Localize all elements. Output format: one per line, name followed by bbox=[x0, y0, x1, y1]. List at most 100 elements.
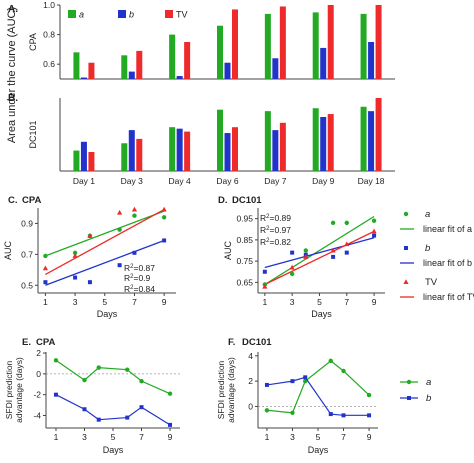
legend-swatch-b bbox=[118, 10, 126, 18]
x-tick-label: 1 bbox=[265, 432, 270, 442]
panel-label: E. bbox=[22, 337, 31, 348]
y-tick-label: 0.8 bbox=[43, 30, 55, 40]
panel-label: F. bbox=[228, 337, 235, 348]
r2-annotation-tv: R2=0.9 bbox=[124, 273, 151, 283]
bar-a-day18 bbox=[360, 13, 367, 80]
category-label: Day 3 bbox=[121, 176, 143, 186]
series-line-b bbox=[55, 394, 171, 426]
bar-a-day9 bbox=[312, 12, 319, 79]
legend-label-b: b bbox=[425, 243, 430, 254]
point-a bbox=[72, 250, 78, 256]
fit-line-b bbox=[45, 239, 165, 286]
point-a bbox=[53, 358, 59, 363]
point-b bbox=[125, 415, 130, 420]
r2-value: =0.84 bbox=[133, 284, 155, 294]
point-b bbox=[168, 422, 173, 427]
r2-letter: R bbox=[124, 263, 130, 273]
bar-b-day1 bbox=[80, 141, 87, 171]
y-axis-label-line2: advantage (days) bbox=[14, 357, 24, 423]
bar-TV-day6 bbox=[232, 9, 238, 79]
bar-b-day18 bbox=[368, 42, 375, 79]
bar-panel-A: A. CPA 0.6 0.8 1.0 bbox=[8, 0, 395, 80]
point-a bbox=[366, 392, 372, 398]
point-a bbox=[330, 220, 336, 226]
x-tick-label: 3 bbox=[290, 297, 295, 307]
point-b bbox=[264, 382, 269, 387]
x-tick-label: 9 bbox=[367, 432, 372, 442]
point-b bbox=[162, 238, 167, 243]
bar-a-day1 bbox=[73, 150, 80, 171]
r2-annotation-b: R2=0.82 bbox=[260, 237, 291, 247]
panel-label: B. bbox=[8, 93, 18, 104]
point-tv bbox=[42, 265, 49, 271]
point-b bbox=[87, 280, 92, 285]
point-a bbox=[167, 391, 173, 396]
legend-label-tv: TV bbox=[176, 10, 188, 20]
bar-a-day6 bbox=[217, 25, 223, 79]
series-line-b bbox=[266, 376, 370, 416]
point-b bbox=[303, 375, 308, 380]
fit-line-b bbox=[264, 237, 375, 269]
point-a bbox=[344, 220, 349, 226]
bar-TV-day1 bbox=[88, 152, 95, 171]
fit-line-tv bbox=[264, 230, 375, 286]
r2-sup: 2 bbox=[266, 238, 270, 244]
category-axis: Day 1 Day 3 Day 4 Day 6 Day 7 Day 9 Day 18 bbox=[73, 176, 385, 186]
point-b bbox=[328, 412, 333, 417]
legend-label-a: a bbox=[79, 10, 84, 20]
shared-ylabel: Area under the curve (AUC) bbox=[6, 7, 18, 143]
bar-a-day4 bbox=[169, 34, 176, 79]
panel-label: D. bbox=[218, 195, 228, 206]
legend-bottom: ab bbox=[400, 377, 431, 404]
point-b bbox=[82, 407, 87, 412]
point-tv bbox=[117, 209, 123, 215]
bar-TV-day4 bbox=[184, 42, 191, 79]
bar-b-day3 bbox=[128, 71, 135, 79]
point-a bbox=[82, 377, 87, 383]
legend-label-b: b bbox=[426, 393, 431, 404]
x-tick-label: 9 bbox=[372, 297, 377, 307]
category-label: Day 1 bbox=[73, 176, 95, 186]
r2-letter: R bbox=[124, 284, 130, 294]
category-label: Day 9 bbox=[312, 176, 334, 186]
bar-a-day9 bbox=[312, 108, 319, 171]
point-b bbox=[132, 250, 137, 255]
bar-a-day4 bbox=[169, 127, 176, 171]
legend-fit-label-tv: linear fit of TV bbox=[423, 292, 474, 302]
series-line-a bbox=[266, 360, 370, 414]
bar-panel-B: B. DC101 bbox=[8, 93, 395, 172]
point-b bbox=[341, 413, 346, 418]
x-tick-label: 7 bbox=[132, 297, 137, 307]
r2-sup: 2 bbox=[266, 226, 270, 232]
y-axis-label-line1: SFDI prediction bbox=[4, 360, 14, 419]
point-b bbox=[331, 254, 336, 259]
legend-label-tv: TV bbox=[425, 277, 438, 288]
point-a bbox=[328, 358, 333, 364]
point-b bbox=[290, 250, 295, 255]
category-label: Day 7 bbox=[264, 176, 286, 186]
y-tick-label: -4 bbox=[33, 411, 41, 421]
x-axis-label: Days bbox=[308, 445, 329, 455]
bar-TV-day7 bbox=[279, 122, 286, 171]
r2-value: =0.87 bbox=[133, 263, 155, 273]
y-tick-label: 2 bbox=[36, 348, 41, 358]
bar-TV-day18 bbox=[375, 98, 382, 171]
point-a bbox=[303, 378, 308, 384]
point-b bbox=[96, 417, 101, 422]
bar-TV-day3 bbox=[136, 138, 143, 171]
legend-top: a b TV bbox=[68, 10, 188, 20]
r2-annotation-a: R2=0.87 bbox=[124, 263, 155, 273]
r2-value: =0.89 bbox=[269, 213, 291, 223]
point-a bbox=[117, 227, 122, 232]
legend-swatch-a bbox=[68, 10, 76, 18]
legend-right: a linear fit of a b linear fit of b TV linear… bbox=[400, 209, 474, 302]
r2-letter: R bbox=[260, 237, 266, 247]
point-b bbox=[117, 263, 122, 268]
r2-value: =0.97 bbox=[269, 225, 291, 235]
y-axis-label-line1: SFDI prediction bbox=[216, 360, 226, 419]
bar-a-day6 bbox=[217, 109, 223, 171]
r2-annotation-b: R2=0.84 bbox=[124, 284, 155, 294]
